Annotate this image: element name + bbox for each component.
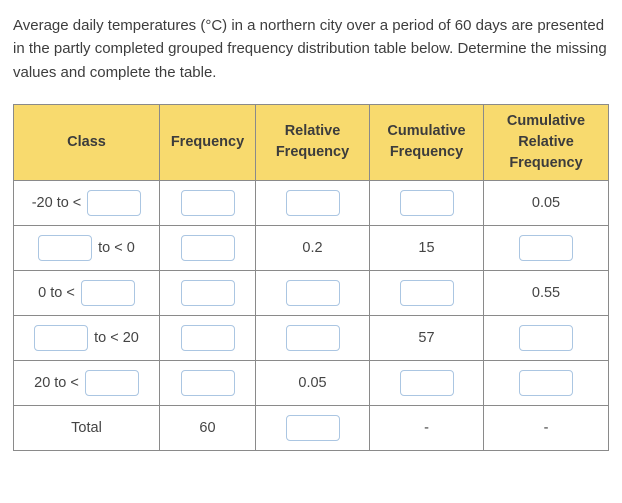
cumulative-frequency-cell-r2: 15: [369, 224, 484, 271]
cumulative-relative-cell-r5: [483, 359, 609, 406]
total-cumulative-frequency-cell: -: [369, 404, 484, 451]
cumulative-relative-cell-r3: 0.55: [483, 269, 609, 316]
frequency-cell-r5: [159, 359, 256, 406]
cumulative-frequency-input-r5[interactable]: [399, 369, 454, 396]
cumulative-relative-value-r1: 0.05: [531, 194, 561, 211]
class-lower-bound-input-r4[interactable]: [34, 324, 89, 351]
frequency-cell-r4: [159, 314, 256, 361]
table-row-5: 20 to < 0.05: [13, 359, 609, 406]
total-cumulative-relative-dash: -: [543, 419, 549, 436]
relative-frequency-input-r3[interactable]: [285, 279, 340, 306]
total-frequency-value: 60: [199, 419, 216, 436]
class-cell-r4: to < 20: [13, 314, 160, 361]
class-suffix-r2: to < 0: [98, 239, 135, 256]
class-cell-r3: 0 to <: [13, 269, 160, 316]
frequency-cell-r2: [159, 224, 256, 271]
relative-frequency-cell-r5: 0.05: [255, 359, 370, 406]
relative-frequency-cell-r1: [255, 179, 370, 226]
frequency-cell-r1: [159, 179, 256, 226]
header-row: Class Frequency Relative Frequency Cumul…: [13, 103, 609, 181]
total-label: Total: [71, 419, 102, 436]
relative-frequency-cell-r2: 0.2: [255, 224, 370, 271]
cumulative-relative-input-r4[interactable]: [519, 324, 573, 351]
relative-frequency-cell-r3: [255, 269, 370, 316]
total-frequency-cell: 60: [159, 404, 256, 451]
cumulative-frequency-cell-r1: [369, 179, 484, 226]
total-cumulative-relative-cell: -: [483, 404, 609, 451]
frequency-cell-r3: [159, 269, 256, 316]
total-cumulative-dash: -: [424, 419, 429, 436]
header-relative-frequency: Relative Frequency: [255, 103, 370, 181]
cumulative-frequency-value-r2: 15: [418, 239, 435, 256]
relative-frequency-input-r4[interactable]: [285, 324, 340, 351]
frequency-distribution-table: Class Frequency Relative Frequency Cumul…: [13, 103, 609, 451]
frequency-input-r2[interactable]: [180, 234, 235, 261]
frequency-input-r1[interactable]: [180, 189, 235, 216]
frequency-input-r3[interactable]: [180, 279, 235, 306]
class-cell-r5: 20 to <: [13, 359, 160, 406]
relative-frequency-value-r2: 0.2: [302, 239, 323, 256]
header-cumulative-frequency: Cumulative Frequency: [369, 103, 484, 181]
header-class: Class: [13, 103, 160, 181]
table-row-2: to < 0 0.2 15: [13, 224, 609, 271]
class-cell-r2: to < 0: [13, 224, 160, 271]
relative-frequency-input-r1[interactable]: [285, 189, 340, 216]
cumulative-relative-input-r2[interactable]: [519, 234, 573, 261]
class-upper-bound-input-r1[interactable]: [87, 189, 142, 216]
header-frequency: Frequency: [159, 103, 256, 181]
class-prefix-r1: -20 to <: [31, 194, 82, 211]
cumulative-frequency-cell-r4: 57: [369, 314, 484, 361]
class-lower-bound-input-r2[interactable]: [38, 234, 93, 261]
cumulative-frequency-input-r3[interactable]: [399, 279, 454, 306]
cumulative-frequency-input-r1[interactable]: [399, 189, 454, 216]
class-prefix-r3: 0 to <: [38, 284, 75, 301]
cumulative-frequency-cell-r3: [369, 269, 484, 316]
total-relative-frequency-input[interactable]: [285, 414, 340, 441]
problem-statement: Average daily temperatures (°C) in a nor…: [13, 17, 607, 81]
cumulative-relative-cell-r4: [483, 314, 609, 361]
total-relative-frequency-cell: [255, 404, 370, 451]
table-row-1: -20 to < 0.05: [13, 179, 609, 226]
cumulative-relative-input-r5[interactable]: [519, 369, 573, 396]
class-cell-r1: -20 to <: [13, 179, 160, 226]
table-row-4: to < 20 57: [13, 314, 609, 361]
header-cumulative-relative-frequency: Cumulative Relative Frequency: [483, 103, 609, 181]
table-row-total: Total 60 - -: [13, 404, 609, 451]
cumulative-relative-cell-r1: 0.05: [483, 179, 609, 226]
table-row-3: 0 to < 0.55: [13, 269, 609, 316]
cumulative-relative-value-r3: 0.55: [531, 284, 561, 301]
class-upper-bound-input-r3[interactable]: [80, 279, 135, 306]
frequency-input-r4[interactable]: [180, 324, 235, 351]
cumulative-relative-cell-r2: [483, 224, 609, 271]
class-upper-bound-input-r5[interactable]: [84, 369, 139, 396]
cumulative-frequency-value-r4: 57: [418, 329, 435, 346]
class-prefix-r5: 20 to <: [34, 374, 79, 391]
frequency-input-r5[interactable]: [180, 369, 235, 396]
relative-frequency-cell-r4: [255, 314, 370, 361]
cumulative-frequency-cell-r5: [369, 359, 484, 406]
class-suffix-r4: to < 20: [94, 329, 139, 346]
relative-frequency-value-r5: 0.05: [298, 374, 327, 391]
total-label-cell: Total: [13, 404, 160, 451]
